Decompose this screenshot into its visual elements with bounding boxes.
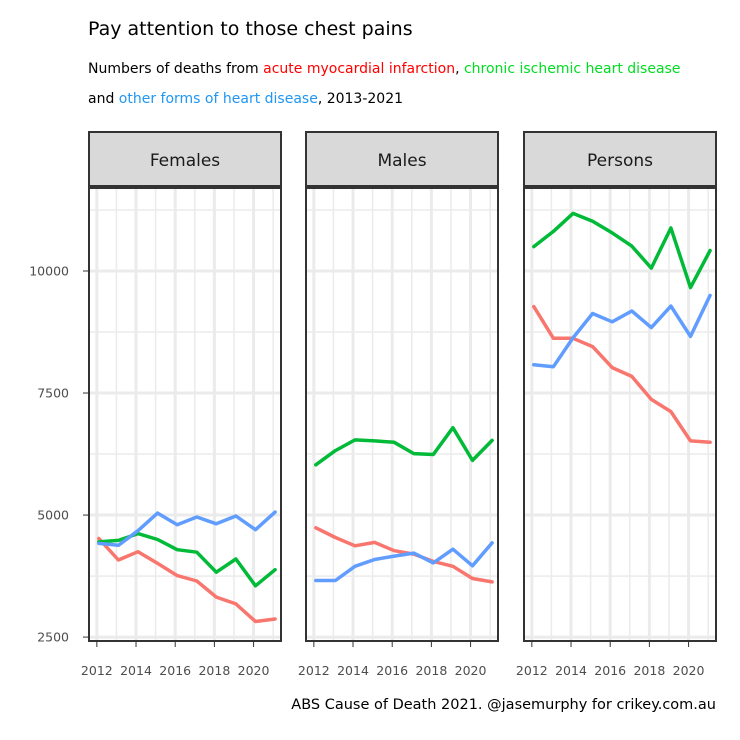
chart-subtitle-line-1: Numbers of deaths from acute myocardial … bbox=[88, 61, 680, 77]
subtitle-other-label: other forms of heart disease bbox=[118, 91, 318, 107]
facet-label: Persons bbox=[587, 151, 653, 171]
x-tick-label: 2016 bbox=[159, 663, 191, 678]
facet-strip bbox=[523, 131, 717, 187]
x-tick-label: 2018 bbox=[198, 663, 230, 678]
subtitle-ami-label: acute myocardial infarction bbox=[263, 61, 456, 77]
y-tick-label: 10000 bbox=[29, 263, 69, 278]
series-line-other bbox=[314, 541, 494, 583]
series-line-ami bbox=[97, 536, 277, 624]
panel-border bbox=[305, 187, 499, 642]
x-tick-label: 2020 bbox=[673, 663, 705, 678]
x-tick-label: 2012 bbox=[81, 663, 113, 678]
panel-border bbox=[523, 187, 717, 642]
subtitle-text: , 2013-2021 bbox=[317, 91, 404, 107]
facet-label: Males bbox=[377, 151, 426, 171]
series-line-ami bbox=[532, 304, 712, 445]
x-tick-label: 2014 bbox=[337, 663, 369, 678]
subtitle-ihd-label: chronic ischemic heart disease bbox=[463, 61, 681, 77]
panel-border bbox=[88, 187, 282, 642]
x-tick-label: 2014 bbox=[555, 663, 587, 678]
x-tick-label: 2016 bbox=[376, 663, 408, 678]
subtitle-text: and bbox=[88, 91, 119, 107]
chart-subtitle-line-2: and other forms of heart disease, 2013-2… bbox=[88, 91, 403, 107]
chart-title: Pay attention to those chest pains bbox=[88, 18, 413, 40]
y-tick-label: 2500 bbox=[37, 630, 69, 645]
subtitle-text: Numbers of deaths from bbox=[88, 61, 264, 77]
x-tick-label: 2020 bbox=[238, 663, 270, 678]
x-tick-label: 2018 bbox=[633, 663, 665, 678]
subtitle-comma: , bbox=[455, 61, 464, 77]
chart-caption: ABS Cause of Death 2021. @jasemurphy for… bbox=[291, 697, 716, 713]
series-line-ihd bbox=[314, 425, 494, 467]
series-line-ami bbox=[314, 526, 494, 584]
series-line-other bbox=[97, 510, 277, 548]
x-tick-label: 2016 bbox=[594, 663, 626, 678]
x-tick-label: 2014 bbox=[120, 663, 152, 678]
series-line-ihd bbox=[532, 211, 712, 290]
y-tick-label: 5000 bbox=[37, 508, 69, 523]
series-line-other bbox=[532, 293, 712, 369]
x-tick-label: 2020 bbox=[455, 663, 487, 678]
facet-label: Females bbox=[150, 151, 220, 171]
x-tick-label: 2012 bbox=[298, 663, 330, 678]
x-tick-label: 2018 bbox=[415, 663, 447, 678]
facet-strip bbox=[88, 131, 282, 187]
x-tick-label: 2012 bbox=[516, 663, 548, 678]
y-tick-label: 7500 bbox=[37, 386, 69, 401]
facet-strip bbox=[305, 131, 499, 187]
